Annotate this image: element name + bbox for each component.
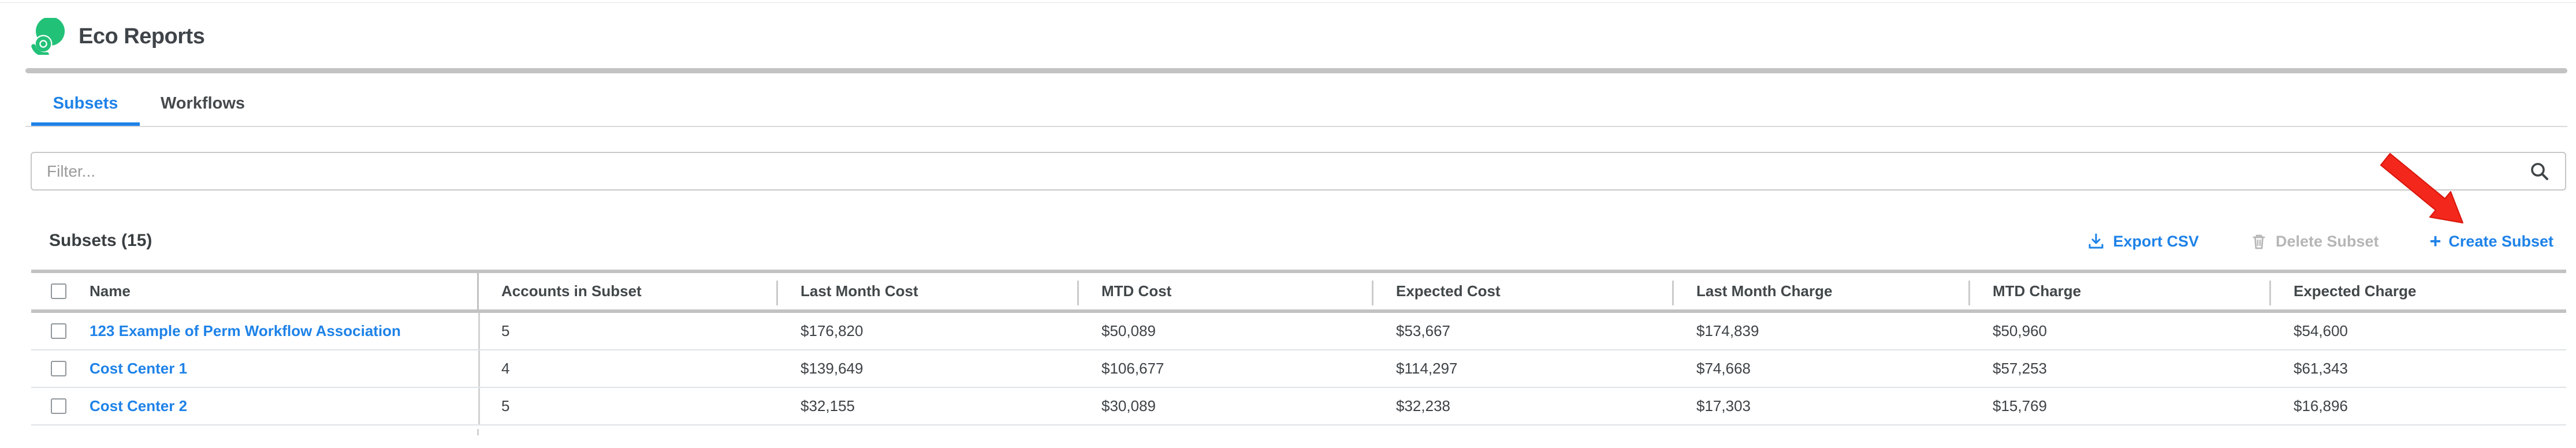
column-header-label: MTD Cost — [1101, 282, 1172, 300]
cell-mtd-cost: $30,089 — [1101, 397, 1156, 415]
cell-accounts-in-subset: 5 — [478, 388, 777, 424]
cell-name: Cost Center 2 — [31, 388, 478, 424]
cell-accounts-in-subset: 5 — [478, 313, 777, 349]
search-icon — [2531, 163, 2548, 180]
app-header: Eco Reports — [29, 16, 205, 57]
filter-input[interactable] — [31, 152, 2566, 191]
column-header-label: Accounts in Subset — [501, 282, 642, 300]
column-header-last-month-charge: Last Month Charge — [1672, 273, 1970, 309]
cell-last-month-charge: $74,668 — [1696, 360, 1751, 377]
cell-last-month-cost: $139,649 — [801, 360, 863, 377]
cell-expected-cost: $53,667 — [1396, 322, 1450, 339]
subset-name-link[interactable]: Cost Center 2 — [90, 397, 188, 415]
cell-mtd-charge: $57,253 — [1993, 360, 2047, 377]
tab-bar: Subsets Workflows — [31, 87, 245, 126]
subsets-table: Name Accounts in Subset Last Month Cost MTD… — [31, 270, 2566, 435]
table-row: Cost Center 2 5 $32,155 $30,089 $32,238 $17,3… — [31, 388, 2566, 425]
column-header-expected-cost: Expected Cost — [1372, 273, 1673, 309]
create-subset-button[interactable]: + Create Subset — [2429, 230, 2553, 252]
eco-logo-icon — [31, 18, 65, 55]
plus-icon: + — [2429, 230, 2441, 252]
cell-name: 123 Example of Perm Workflow Association — [31, 313, 478, 349]
delete-subset-label: Delete Subset — [2276, 232, 2379, 250]
export-csv-button[interactable]: Export CSV — [2087, 232, 2199, 251]
cell-last-month-charge: $17,303 — [1696, 397, 1751, 415]
row-checkbox[interactable] — [51, 361, 66, 376]
export-csv-label: Export CSV — [2113, 232, 2199, 250]
create-subset-label: Create Subset — [2448, 232, 2553, 250]
column-header-mtd-charge: MTD Charge — [1968, 273, 2270, 309]
horizontal-scrollbar[interactable] — [25, 68, 2567, 73]
column-header-label: Name — [90, 282, 131, 300]
column-header-last-month-cost: Last Month Cost — [776, 273, 1078, 309]
cell-last-month-cost: $32,155 — [801, 397, 855, 415]
delete-subset-button[interactable]: Delete Subset — [2250, 232, 2379, 251]
filter-bar — [31, 152, 2566, 191]
cell-last-month-charge: $174,839 — [1696, 322, 1759, 339]
table-body: 123 Example of Perm Workflow Association… — [31, 313, 2566, 425]
table-top-border — [31, 270, 2566, 273]
app-title: Eco Reports — [79, 24, 205, 48]
cell-mtd-charge: $50,960 — [1993, 322, 2047, 339]
column-header-label: Last Month Charge — [1696, 282, 1833, 300]
tab-subsets[interactable]: Subsets — [31, 87, 140, 126]
row-checkbox[interactable] — [51, 323, 66, 339]
row-checkbox[interactable] — [51, 398, 66, 414]
cell-expected-charge: $16,896 — [2294, 397, 2348, 415]
toolbar-actions: Export CSV Delete Subset + Create Subset — [2087, 227, 2553, 255]
column-header-accounts-in-subset: Accounts in Subset — [477, 273, 777, 313]
table-row: 123 Example of Perm Workflow Association… — [31, 313, 2566, 350]
cell-mtd-charge: $15,769 — [1993, 397, 2047, 415]
column-header-label: MTD Charge — [1993, 282, 2082, 300]
cell-expected-charge: $54,600 — [2294, 322, 2348, 339]
cell-expected-cost: $114,297 — [1396, 360, 1458, 377]
subset-name-link[interactable]: 123 Example of Perm Workflow Association — [90, 322, 401, 339]
tab-workflows[interactable]: Workflows — [160, 94, 245, 113]
cell-last-month-cost: $176,820 — [801, 322, 863, 339]
subsets-count-heading: Subsets (15) — [49, 231, 152, 250]
cell-mtd-cost: $50,089 — [1101, 322, 1156, 339]
cell-mtd-cost: $106,677 — [1101, 360, 1164, 377]
column-divider-extension — [477, 429, 479, 435]
download-icon — [2089, 233, 2104, 249]
column-header-label: Last Month Cost — [801, 282, 918, 300]
tab-bar-divider — [25, 126, 2567, 127]
window-top-divider — [0, 2, 2576, 3]
cell-expected-charge: $61,343 — [2294, 360, 2348, 377]
column-header-name: Name — [31, 273, 478, 309]
column-header-label: Expected Cost — [1396, 282, 1501, 300]
column-header-mtd-cost: MTD Cost — [1077, 273, 1373, 309]
subset-name-link[interactable]: Cost Center 1 — [90, 360, 188, 377]
column-header-label: Expected Charge — [2294, 282, 2417, 300]
cell-accounts-in-subset: 4 — [478, 350, 777, 387]
select-all-checkbox[interactable] — [51, 283, 66, 299]
column-header-expected-charge: Expected Charge — [2269, 273, 2566, 309]
cell-expected-cost: $32,238 — [1396, 397, 1450, 415]
trash-icon — [2253, 234, 2265, 249]
table-row: Cost Center 1 4 $139,649 $106,677 $114,297 $7… — [31, 350, 2566, 388]
cell-name: Cost Center 1 — [31, 350, 478, 387]
table-header-row: Name Accounts in Subset Last Month Cost MTD… — [31, 273, 2566, 313]
